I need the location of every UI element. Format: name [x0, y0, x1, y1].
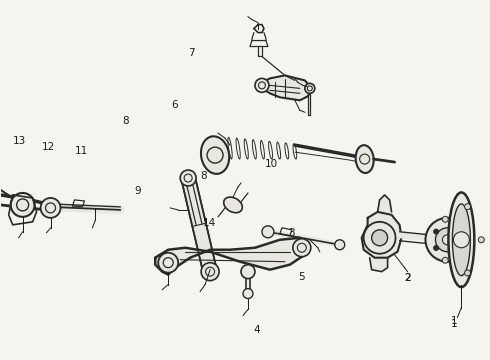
Circle shape — [262, 226, 274, 238]
Text: 14: 14 — [203, 218, 217, 228]
Polygon shape — [378, 195, 392, 212]
Circle shape — [360, 154, 369, 164]
Text: 3: 3 — [288, 228, 294, 238]
Circle shape — [180, 170, 196, 186]
Text: 8: 8 — [122, 116, 128, 126]
Ellipse shape — [224, 197, 243, 213]
Circle shape — [478, 237, 484, 243]
Circle shape — [293, 239, 311, 257]
Text: 11: 11 — [74, 146, 88, 156]
Circle shape — [41, 198, 61, 218]
Polygon shape — [262, 75, 312, 100]
Text: 1: 1 — [451, 316, 458, 327]
Ellipse shape — [452, 204, 470, 276]
Circle shape — [449, 224, 454, 229]
Text: 13: 13 — [13, 136, 26, 145]
Ellipse shape — [356, 145, 374, 173]
Text: 6: 6 — [171, 100, 177, 110]
Text: 12: 12 — [42, 142, 55, 152]
Circle shape — [207, 147, 223, 163]
Text: 7: 7 — [188, 48, 195, 58]
Text: 10: 10 — [265, 159, 278, 169]
Circle shape — [434, 229, 439, 234]
Circle shape — [449, 251, 454, 256]
Circle shape — [459, 237, 464, 242]
Circle shape — [465, 204, 470, 210]
Circle shape — [436, 228, 460, 252]
Circle shape — [465, 270, 470, 276]
Circle shape — [11, 193, 35, 217]
Circle shape — [434, 246, 439, 251]
Text: 1: 1 — [451, 319, 458, 329]
Circle shape — [364, 222, 395, 254]
Ellipse shape — [201, 136, 229, 174]
Circle shape — [255, 78, 269, 92]
Polygon shape — [369, 258, 388, 272]
Circle shape — [241, 265, 255, 279]
Ellipse shape — [448, 193, 474, 287]
Text: 9: 9 — [134, 186, 141, 196]
Circle shape — [442, 257, 448, 263]
Circle shape — [442, 235, 452, 245]
Circle shape — [371, 230, 388, 246]
Circle shape — [305, 84, 315, 93]
Circle shape — [158, 253, 178, 273]
Text: 8: 8 — [200, 171, 207, 181]
Polygon shape — [155, 238, 308, 275]
Text: 5: 5 — [298, 272, 304, 282]
Circle shape — [243, 289, 253, 298]
Circle shape — [201, 263, 219, 280]
Polygon shape — [362, 212, 401, 258]
Polygon shape — [181, 176, 217, 273]
Text: 2: 2 — [404, 273, 411, 283]
Circle shape — [442, 216, 448, 222]
Circle shape — [425, 218, 469, 262]
Circle shape — [453, 232, 469, 248]
Text: 2: 2 — [404, 273, 411, 283]
Text: 4: 4 — [254, 325, 261, 335]
Circle shape — [335, 240, 345, 250]
